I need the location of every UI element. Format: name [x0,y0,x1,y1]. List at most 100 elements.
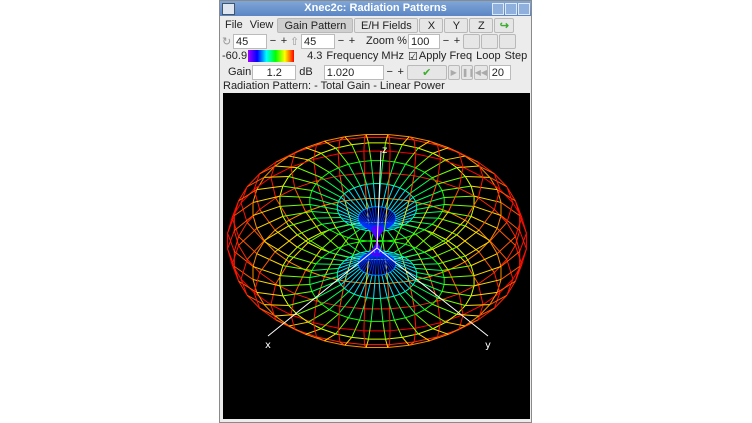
mesh-segment [279,265,284,276]
mesh-segment [464,216,472,227]
mesh-segment [437,263,443,271]
zoom-in-icon[interactable] [462,33,480,49]
mesh-segment [440,158,464,168]
mesh-segment [462,166,484,178]
mesh-segment [464,197,479,221]
mesh-segment [384,273,395,297]
mesh-segment [386,297,395,321]
mesh-segment [445,234,458,244]
mesh-segment [371,244,377,255]
mesh-segment [432,232,447,240]
tab-eh-fields[interactable]: E/H Fields [354,17,419,33]
mesh-segment [519,230,527,250]
mesh-segment [246,240,265,260]
mesh-segment [402,144,419,149]
mesh-segment [296,234,309,244]
mesh-segment [385,134,389,144]
apply-check-icon[interactable]: ✔ [406,64,447,80]
mesh-segment [408,136,415,141]
mesh-segment [478,165,491,178]
maximize-button[interactable] [505,3,517,15]
mesh-segment [256,228,265,241]
mesh-segment [315,284,342,299]
mesh-segment [238,189,258,202]
mesh-segment [288,225,298,236]
mesh-segment [432,248,449,271]
mesh-segment [514,245,523,265]
mesh-segment [338,213,360,222]
mesh-segment [353,187,367,210]
mesh-segment [456,246,466,257]
mesh-segment [412,284,439,299]
mesh-segment [363,209,374,228]
view-y-button[interactable]: Y [444,17,469,33]
mesh-segment [424,229,447,244]
tab-gain-pattern[interactable]: Gain Pattern [277,17,354,33]
mesh-segment [344,133,367,138]
tilt-plus[interactable]: + [348,35,356,47]
zoom-plus[interactable]: + [453,35,461,47]
frequency-input[interactable]: 1.020 [323,64,384,80]
mesh-segment [240,188,255,204]
mesh-segment [305,211,322,234]
mesh-segment [387,187,401,210]
tilt-input[interactable]: 45 [301,33,335,49]
window-menu-icon[interactable] [222,3,235,15]
mesh-segment [394,241,406,245]
mesh-segment [447,188,460,212]
mesh-segment [399,167,417,189]
mesh-segment [381,206,386,209]
minimize-button[interactable] [492,3,504,15]
mesh-segment [470,265,475,276]
mesh-segment [382,253,395,270]
mesh-segment [336,209,339,214]
mesh-segment [380,297,388,299]
mesh-segment [240,278,255,294]
mesh-segment [370,160,375,184]
frequency-plus[interactable]: + [397,66,404,78]
rotate-minus[interactable]: − [269,35,277,47]
zoom-input[interactable]: 100 [407,33,440,49]
frequency-minus[interactable]: − [386,66,393,78]
mesh-segment [358,253,372,268]
rotate-input[interactable]: 45 [233,33,267,49]
mesh-segment [307,229,330,244]
view-x-button[interactable]: X [419,17,444,33]
mesh-segment [384,185,395,209]
zoom-out-icon[interactable] [498,33,516,49]
mesh-segment [336,268,339,273]
rewind-icon[interactable]: ◀◀ [473,64,488,80]
mesh-segment [506,278,514,296]
mesh-segment [246,209,261,223]
apply-freq-label: Apply Freq [418,50,473,62]
zoom-minus[interactable]: − [442,35,450,47]
mesh-segment [444,284,475,287]
menu-file[interactable]: File [225,19,243,31]
tilt-minus[interactable]: − [337,35,345,47]
mesh-segment [252,253,258,267]
redo-arrow-icon[interactable]: ↪ [494,17,515,33]
step-input[interactable]: 20 [488,64,511,80]
rotate-plus[interactable]: + [280,35,288,47]
mesh-segment [506,202,514,223]
mesh-segment [471,185,498,191]
mesh-segment [315,217,323,225]
play-icon[interactable]: ▶ [447,64,460,80]
mesh-segment [478,307,495,321]
pattern-canvas[interactable]: z x y [223,93,530,419]
mesh-segment [500,202,521,217]
mesh-segment [401,136,410,145]
close-button[interactable] [518,3,530,15]
mesh-segment [489,294,508,306]
pause-icon[interactable]: ❚❚ [460,64,473,80]
menu-view[interactable]: View [249,19,274,31]
zoom-fit-icon[interactable] [480,33,498,49]
view-z-button[interactable]: Z [469,17,494,33]
apply-freq-checkbox[interactable]: ☑ [408,50,418,63]
mesh-segment [415,309,425,315]
mesh-segment [496,189,502,203]
mesh-segment [359,273,370,297]
mesh-segment [340,268,361,286]
mesh-segment [380,254,391,273]
mesh-segment [393,296,406,318]
